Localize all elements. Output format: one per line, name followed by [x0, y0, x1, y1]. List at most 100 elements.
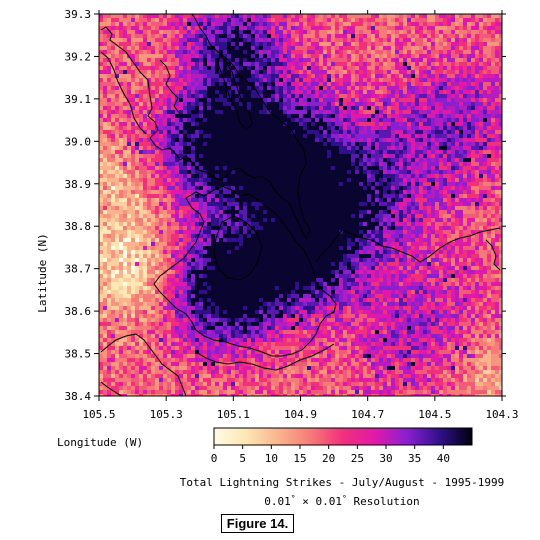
raster-cell — [459, 66, 463, 70]
raster-cell — [143, 194, 147, 198]
raster-cell — [115, 90, 119, 94]
raster-cell — [231, 86, 235, 90]
raster-cell — [227, 90, 231, 94]
raster-cell — [499, 34, 502, 38]
raster-cell — [451, 142, 455, 146]
raster-cell — [451, 202, 455, 206]
raster-cell — [383, 22, 387, 26]
raster-cell — [339, 58, 343, 62]
raster-cell — [387, 90, 391, 94]
raster-cell — [323, 34, 327, 38]
raster-cell — [155, 114, 159, 118]
raster-cell — [247, 122, 251, 126]
raster-cell — [431, 130, 435, 134]
raster-cell — [331, 18, 335, 22]
raster-cell — [387, 42, 391, 46]
raster-cell — [299, 42, 303, 46]
raster-cell — [119, 130, 123, 134]
raster-cell — [311, 110, 315, 114]
raster-cell — [239, 22, 243, 26]
raster-cell — [355, 38, 359, 42]
raster-cell — [271, 14, 275, 18]
raster-cell — [463, 206, 467, 210]
raster-cell — [363, 150, 367, 154]
raster-cell — [431, 46, 435, 50]
raster-cell — [255, 202, 259, 206]
raster-cell — [487, 102, 491, 106]
raster-cell — [475, 62, 479, 66]
raster-cell — [431, 30, 435, 34]
raster-cell — [131, 66, 135, 70]
raster-cell — [203, 186, 207, 190]
raster-cell — [151, 150, 155, 154]
raster-cell — [171, 122, 175, 126]
raster-cell — [451, 46, 455, 50]
raster-cell — [307, 62, 311, 66]
raster-cell — [479, 190, 483, 194]
raster-cell — [319, 138, 323, 142]
raster-cell — [355, 130, 359, 134]
raster-cell — [199, 74, 203, 78]
raster-cell — [171, 194, 175, 198]
raster-cell — [219, 198, 223, 202]
raster-cell — [491, 46, 495, 50]
raster-cell — [287, 114, 291, 118]
raster-cell — [311, 114, 315, 118]
raster-cell — [127, 130, 131, 134]
raster-cell — [459, 178, 463, 182]
raster-cell — [175, 34, 179, 38]
raster-cell — [451, 146, 455, 150]
raster-cell — [223, 34, 227, 38]
raster-cell — [223, 158, 227, 162]
raster-cell — [411, 70, 415, 74]
raster-cell — [139, 110, 143, 114]
raster-cell — [495, 158, 499, 162]
raster-cell — [303, 86, 307, 90]
raster-cell — [163, 42, 167, 46]
raster-cell — [299, 202, 303, 206]
raster-cell — [207, 130, 211, 134]
raster-cell — [115, 142, 119, 146]
raster-cell — [183, 162, 187, 166]
raster-cell — [247, 154, 251, 158]
raster-cell — [423, 50, 427, 54]
raster-cell — [151, 158, 155, 162]
raster-cell — [227, 98, 231, 102]
raster-cell — [231, 178, 235, 182]
raster-cell — [287, 50, 291, 54]
raster-cell — [483, 102, 487, 106]
raster-cell — [295, 22, 299, 26]
raster-cell — [299, 26, 303, 30]
raster-cell — [247, 50, 251, 54]
raster-cell — [239, 150, 243, 154]
raster-cell — [171, 118, 175, 122]
raster-cell — [143, 202, 147, 206]
raster-cell — [427, 90, 431, 94]
raster-cell — [499, 158, 502, 162]
raster-cell — [491, 114, 495, 118]
raster-cell — [319, 158, 323, 162]
raster-cell — [419, 18, 423, 22]
raster-cell — [219, 50, 223, 54]
raster-cell — [495, 58, 499, 62]
raster-cell — [135, 34, 139, 38]
raster-cell — [483, 18, 487, 22]
raster-cell — [315, 178, 319, 182]
raster-cell — [439, 86, 443, 90]
raster-cell — [319, 178, 323, 182]
raster-cell — [443, 138, 447, 142]
raster-cell — [131, 34, 135, 38]
raster-cell — [195, 42, 199, 46]
raster-cell — [279, 202, 283, 206]
raster-cell — [251, 158, 255, 162]
raster-cell — [187, 78, 191, 82]
raster-cell — [139, 66, 143, 70]
raster-cell — [255, 146, 259, 150]
raster-cell — [407, 130, 411, 134]
raster-cell — [283, 38, 287, 42]
raster-cell — [355, 146, 359, 150]
raster-cell — [391, 194, 395, 198]
raster-cell — [423, 134, 427, 138]
raster-cell — [351, 70, 355, 74]
raster-cell — [483, 146, 487, 150]
